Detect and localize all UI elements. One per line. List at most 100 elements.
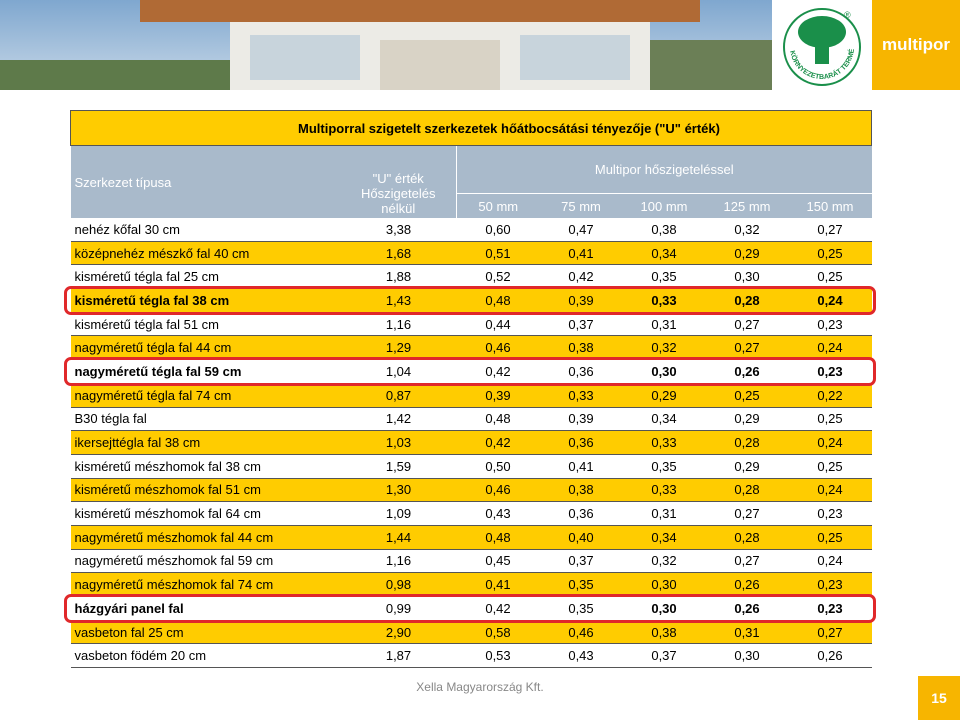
value-cell: 0,25 <box>788 264 872 290</box>
table-row: kisméretű mészhomok fal 64 cm 1,09 0,43 0,3… <box>70 501 872 526</box>
value-cell: 0,52 <box>456 264 540 290</box>
header-u-line: "U" érték <box>372 171 424 186</box>
value-cell: 0,39 <box>539 288 623 313</box>
value-cell: 0,28 <box>705 430 789 455</box>
value-cell: 0,35 <box>539 572 623 597</box>
value-cell: 0,46 <box>539 620 623 645</box>
header-thickness: 100 mm <box>622 193 706 218</box>
value-cell: 0,24 <box>788 549 872 574</box>
value-cell: 0,47 <box>539 218 623 242</box>
value-cell: 0,25 <box>788 241 872 266</box>
value-cell: 0,35 <box>622 264 706 290</box>
value-cell: 0,30 <box>622 596 706 621</box>
value-cell: 0,60 <box>456 218 540 242</box>
value-cell: 0,42 <box>456 596 540 621</box>
value-cell: 0,99 <box>340 596 457 621</box>
value-cell: 1,59 <box>340 454 457 479</box>
value-cell: 0,33 <box>539 383 623 408</box>
value-cell: 0,30 <box>705 264 789 290</box>
value-cell: 0,25 <box>705 383 789 408</box>
table-row: nagyméretű mészhomok fal 74 cm 0,98 0,41 0,… <box>70 572 872 597</box>
value-cell: 0,36 <box>539 501 623 526</box>
value-cell: 0,46 <box>456 335 540 361</box>
value-cell: 0,24 <box>788 478 872 503</box>
table-row: kisméretű tégla fal 51 cm 1,16 0,44 0,37 0,3… <box>70 312 872 337</box>
header-u-line: nélkül <box>381 201 416 216</box>
table-row: nagyméretű mészhomok fal 59 cm 1,16 0,45 0,… <box>70 549 872 574</box>
value-cell: 0,25 <box>788 525 872 550</box>
value-cell: 0,38 <box>622 620 706 645</box>
structure-cell: házgyári panel fal <box>70 596 341 621</box>
value-cell: 0,44 <box>456 312 540 337</box>
value-cell: 0,87 <box>340 383 457 408</box>
value-cell: 0,27 <box>705 312 789 337</box>
value-cell: 0,36 <box>539 430 623 455</box>
logo-tree <box>798 16 846 48</box>
value-cell: 0,48 <box>456 407 540 432</box>
structure-cell: vasbeton fal 25 cm <box>70 620 341 645</box>
value-cell: 0,45 <box>456 549 540 574</box>
banner: KÖRNYEZETBARÁT TERMÉK ® multipor <box>0 0 960 90</box>
value-cell: 0,27 <box>705 335 789 361</box>
brand-box <box>872 0 960 90</box>
table-title: Multiporral szigetelt szerkezetek hőátbo… <box>70 110 872 146</box>
value-cell: 0,23 <box>788 501 872 526</box>
value-cell: 0,29 <box>622 383 706 408</box>
value-cell: 0,25 <box>788 454 872 479</box>
header-structure: Szerkezet típusa <box>70 145 341 218</box>
brand: multipor <box>882 35 950 54</box>
window <box>520 35 630 80</box>
value-cell: 0,32 <box>622 549 706 574</box>
logo-mark: ® <box>844 10 851 20</box>
value-cell: 0,46 <box>456 478 540 503</box>
value-cell: 0,30 <box>622 572 706 597</box>
structure-cell: nagyméretű tégla fal 59 cm <box>70 359 341 384</box>
value-cell: 0,35 <box>622 454 706 479</box>
value-cell: 0,27 <box>705 501 789 526</box>
value-cell: 0,41 <box>539 454 623 479</box>
value-cell: 0,32 <box>705 218 789 242</box>
structure-cell: B30 tégla fal <box>70 407 341 432</box>
value-cell: 0,27 <box>788 620 872 645</box>
value-cell: 2,90 <box>340 620 457 645</box>
value-cell: 0,33 <box>622 430 706 455</box>
value-cell: 0,23 <box>788 596 872 621</box>
structure-cell: nagyméretű mészhomok fal 59 cm <box>70 549 341 574</box>
table-row: kisméretű mészhomok fal 38 cm 1,59 0,50 0,4… <box>70 454 872 479</box>
u-value-table: Multiporral szigetelt szerkezetek hőátbo… <box>70 110 872 669</box>
value-cell: 0,39 <box>539 407 623 432</box>
value-cell: 0,35 <box>539 596 623 621</box>
value-cell: 0,36 <box>539 359 623 384</box>
value-cell: 1,16 <box>340 549 457 574</box>
table-row: ikersejttégla fal 38 cm 1,03 0,42 0,36 0,33 0… <box>70 430 872 455</box>
value-cell: 0,26 <box>788 643 872 669</box>
value-cell: 0,39 <box>456 383 540 408</box>
value-cell: 1,43 <box>340 288 457 313</box>
value-cell: 0,48 <box>456 525 540 550</box>
structure-cell: nagyméretű mészhomok fal 74 cm <box>70 572 341 597</box>
value-cell: 0,30 <box>622 359 706 384</box>
structure-cell: kisméretű mészhomok fal 64 cm <box>70 501 341 526</box>
value-cell: 1,42 <box>340 407 457 432</box>
value-cell: 1,44 <box>340 525 457 550</box>
structure-cell: középnehéz mészkő fal 40 cm <box>70 241 341 266</box>
value-cell: 0,38 <box>622 218 706 242</box>
structure-cell: kisméretű tégla fal 25 cm <box>70 264 341 290</box>
header-thickness: 150 mm <box>788 193 872 218</box>
value-cell: 0,38 <box>539 335 623 361</box>
value-cell: 0,27 <box>788 218 872 242</box>
value-cell: 0,31 <box>622 501 706 526</box>
structure-cell: nagyméretű tégla fal 74 cm <box>70 383 341 408</box>
value-cell: 0,32 <box>622 335 706 361</box>
value-cell: 0,25 <box>788 407 872 432</box>
value-cell: 0,42 <box>539 264 623 290</box>
header-thickness: 125 mm <box>705 193 789 218</box>
value-cell: 0,22 <box>788 383 872 408</box>
value-cell: 0,28 <box>705 478 789 503</box>
value-cell: 0,34 <box>622 407 706 432</box>
value-cell: 0,58 <box>456 620 540 645</box>
value-cell: 0,23 <box>788 312 872 337</box>
value-cell: 1,03 <box>340 430 457 455</box>
header-u-line: Hőszigetelés <box>361 186 436 201</box>
